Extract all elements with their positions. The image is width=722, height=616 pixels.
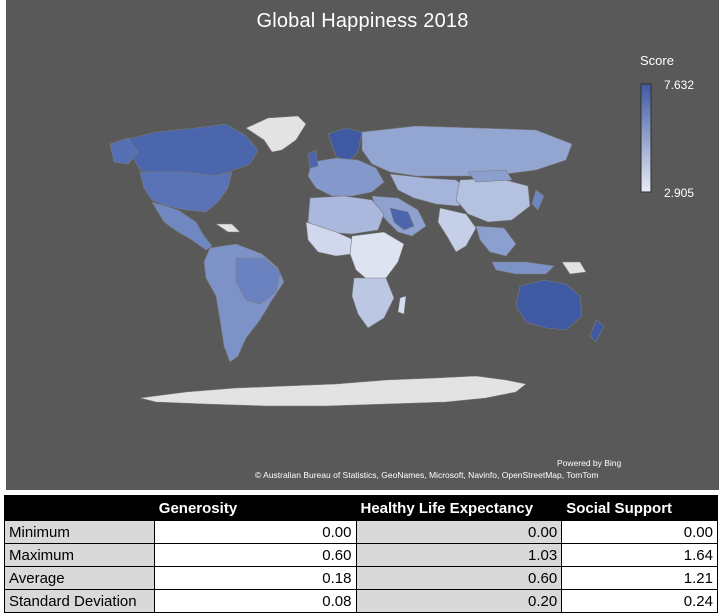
uk-region	[307, 149, 319, 169]
table-row: Maximum 0.60 1.03 1.64	[4, 543, 718, 567]
world-map[interactable]	[6, 0, 719, 490]
table-cell[interactable]: 0.00	[153, 520, 357, 544]
legend-gradient	[640, 83, 652, 193]
india-region	[437, 207, 477, 253]
powered-by-label: Powered by Bing	[557, 458, 622, 468]
png-region	[561, 261, 587, 275]
caribbean-region	[215, 223, 241, 233]
statistics-table: Generosity Healthy Life Expectancy Socia…	[4, 495, 718, 613]
table-header-cell	[4, 495, 155, 521]
japan-region	[531, 189, 545, 211]
new-zealand-region	[589, 319, 605, 343]
mexico-region	[151, 201, 213, 251]
russia-region	[361, 125, 573, 177]
table-cell[interactable]: 0.08	[153, 589, 357, 613]
table-cell[interactable]: 0.60	[355, 566, 563, 590]
usa-region	[139, 171, 233, 213]
legend-min-label: 2.905	[664, 186, 695, 200]
table-header-cell: Healthy Life Expectancy	[355, 495, 563, 521]
saudi-region	[389, 207, 415, 231]
row-label[interactable]: Maximum	[4, 543, 155, 567]
europe-region	[307, 157, 385, 197]
alaska-region	[109, 137, 139, 165]
table-cell[interactable]: 1.03	[355, 543, 563, 567]
table-cell[interactable]: 0.00	[561, 520, 718, 544]
legend-max-label: 7.632	[664, 78, 695, 92]
table-header-row: Generosity Healthy Life Expectancy Socia…	[4, 495, 718, 521]
table-row: Average 0.18 0.60 1.21	[4, 566, 718, 590]
central-africa-region	[349, 231, 405, 283]
map-panel: Global Happiness 2018 Score 7.632 2.905 …	[6, 0, 719, 490]
indonesia-region	[491, 261, 555, 275]
southern-africa-region	[351, 277, 395, 329]
chart-title: Global Happiness 2018	[256, 10, 469, 32]
table-cell[interactable]: 0.24	[561, 589, 718, 613]
table-cell[interactable]: 0.60	[153, 543, 357, 567]
row-label[interactable]: Minimum	[4, 520, 155, 544]
table-header-cell: Generosity	[153, 495, 357, 521]
table-cell[interactable]: 1.21	[561, 566, 718, 590]
brazil-region	[235, 257, 281, 305]
table-cell[interactable]: 0.00	[355, 520, 563, 544]
china-region	[455, 177, 531, 223]
table-row: Standard Deviation 0.08 0.20 0.24	[4, 589, 718, 613]
mongolia-region	[467, 169, 513, 183]
row-label[interactable]: Average	[4, 566, 155, 590]
table-cell[interactable]: 0.18	[153, 566, 357, 590]
table-row: Minimum 0.00 0.00 0.00	[4, 520, 718, 544]
madagascar-region	[397, 295, 407, 315]
scandinavia-region	[327, 127, 363, 163]
greenland-region	[245, 115, 307, 153]
canada-region	[123, 123, 259, 177]
attribution-label: © Australian Bureau of Statistics, GeoNa…	[255, 470, 599, 480]
table-cell[interactable]: 0.20	[355, 589, 563, 613]
west-africa-region	[305, 221, 355, 257]
row-label[interactable]: Standard Deviation	[4, 589, 155, 613]
table-cell[interactable]: 1.64	[561, 543, 718, 567]
legend-title: Score	[640, 53, 674, 68]
antarctica-region	[139, 375, 527, 407]
australia-region	[515, 279, 583, 331]
central-asia-region	[389, 173, 477, 207]
se-asia-region	[475, 225, 517, 257]
table-header-cell: Social Support	[561, 495, 718, 521]
